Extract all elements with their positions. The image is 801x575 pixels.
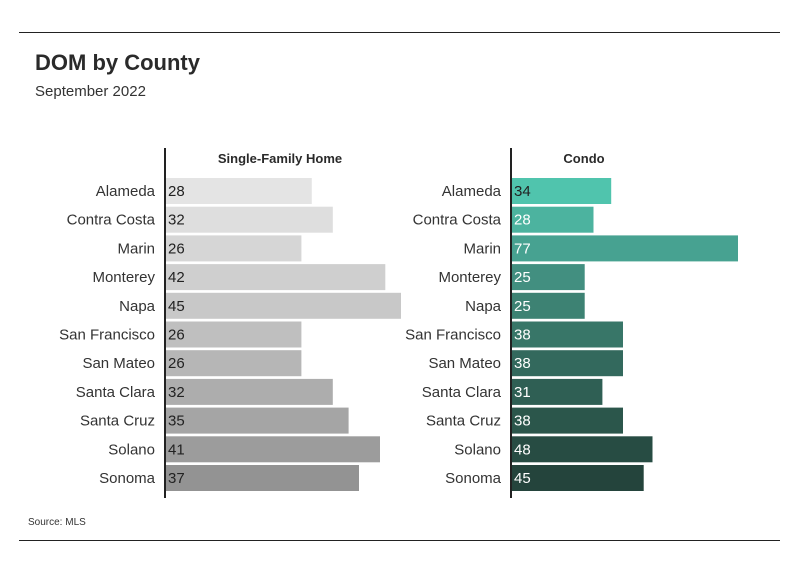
value-label-single-family-home-napa: 45 xyxy=(168,298,185,315)
bar-single-family-home-contra-costa xyxy=(165,206,333,233)
category-label-condo-santa-cruz: Santa Cruz xyxy=(426,413,501,430)
bar-condo-san-mateo xyxy=(511,350,623,377)
bar-condo-alameda xyxy=(511,178,612,204)
category-label-single-family-home-san-mateo: San Mateo xyxy=(82,355,155,372)
category-label-single-family-home-santa-cruz: Santa Cruz xyxy=(80,413,155,430)
value-label-single-family-home-alameda: 28 xyxy=(168,183,185,200)
category-label-condo-sonoma: Sonoma xyxy=(445,470,502,487)
bar-single-family-home-marin xyxy=(165,235,302,262)
bar-condo-santa-clara xyxy=(511,378,603,405)
value-label-condo-santa-clara: 31 xyxy=(514,384,531,401)
value-label-single-family-home-santa-cruz: 35 xyxy=(168,413,185,430)
chart-title: DOM by County xyxy=(35,50,200,75)
value-label-single-family-home-santa-clara: 32 xyxy=(168,384,185,401)
category-label-condo-monterey: Monterey xyxy=(438,269,501,286)
bar-condo-monterey xyxy=(511,264,585,291)
value-label-single-family-home-sonoma: 37 xyxy=(168,470,185,487)
panel-condo: Condo Alameda 34 Contra Costa 28 Marin 77 Monte… xyxy=(405,148,738,498)
value-label-condo-napa: 25 xyxy=(514,298,531,315)
category-label-single-family-home-sonoma: Sonoma xyxy=(99,470,156,487)
bar-condo-marin xyxy=(511,235,738,262)
value-label-condo-alameda: 34 xyxy=(514,183,531,200)
bar-single-family-home-sonoma xyxy=(165,465,359,491)
chart-subtitle: September 2022 xyxy=(35,83,146,100)
value-label-condo-monterey: 25 xyxy=(514,269,531,286)
bar-condo-san-francisco xyxy=(511,321,623,348)
value-label-condo-santa-cruz: 38 xyxy=(514,413,531,430)
panel-title-condo: Condo xyxy=(563,151,604,166)
category-label-condo-alameda: Alameda xyxy=(442,183,502,200)
value-label-condo-san-mateo: 38 xyxy=(514,355,531,372)
value-label-condo-sonoma: 45 xyxy=(514,470,531,487)
category-label-single-family-home-contra-costa: Contra Costa xyxy=(67,212,156,229)
value-label-single-family-home-solano: 41 xyxy=(168,441,185,458)
bar-single-family-home-monterey xyxy=(165,264,386,291)
bar-single-family-home-san-francisco xyxy=(165,321,302,348)
value-label-single-family-home-marin: 26 xyxy=(168,240,185,257)
category-label-single-family-home-monterey: Monterey xyxy=(92,269,155,286)
category-label-condo-napa: Napa xyxy=(465,298,502,315)
value-label-condo-san-francisco: 38 xyxy=(514,327,531,344)
value-label-condo-solano: 48 xyxy=(514,441,531,458)
category-label-single-family-home-santa-clara: Santa Clara xyxy=(76,384,156,401)
value-label-single-family-home-san-francisco: 26 xyxy=(168,327,185,344)
bar-single-family-home-san-mateo xyxy=(165,350,302,377)
category-label-condo-san-francisco: San Francisco xyxy=(405,327,501,344)
bar-single-family-home-napa xyxy=(165,292,401,319)
bar-condo-contra-costa xyxy=(511,206,594,233)
bar-condo-santa-cruz xyxy=(511,407,623,434)
category-label-condo-marin: Marin xyxy=(463,240,501,257)
bar-condo-napa xyxy=(511,292,585,319)
bar-condo-sonoma xyxy=(511,465,644,491)
category-label-condo-santa-clara: Santa Clara xyxy=(422,384,502,401)
bar-single-family-home-santa-clara xyxy=(165,378,333,405)
panel-title-single-family-home: Single-Family Home xyxy=(218,151,342,166)
category-label-single-family-home-san-francisco: San Francisco xyxy=(59,327,155,344)
category-label-single-family-home-alameda: Alameda xyxy=(96,183,156,200)
value-label-condo-marin: 77 xyxy=(514,240,531,257)
category-label-condo-solano: Solano xyxy=(454,441,501,458)
value-label-single-family-home-san-mateo: 26 xyxy=(168,355,185,372)
category-label-condo-contra-costa: Contra Costa xyxy=(413,212,502,229)
value-label-single-family-home-contra-costa: 32 xyxy=(168,212,185,229)
category-label-single-family-home-marin: Marin xyxy=(117,240,155,257)
source-note: Source: MLS xyxy=(28,517,86,528)
category-label-single-family-home-napa: Napa xyxy=(119,298,156,315)
bar-condo-solano xyxy=(511,436,653,463)
category-label-single-family-home-solano: Solano xyxy=(108,441,155,458)
bar-single-family-home-alameda xyxy=(165,178,312,204)
top-rule xyxy=(19,32,780,33)
category-label-condo-san-mateo: San Mateo xyxy=(428,355,501,372)
bottom-rule xyxy=(19,540,780,541)
bar-single-family-home-santa-cruz xyxy=(165,407,349,434)
value-label-single-family-home-monterey: 42 xyxy=(168,269,185,286)
bar-single-family-home-solano xyxy=(165,436,380,463)
panel-single-family-home: Single-Family Home Alameda 28 Contra Costa 3… xyxy=(59,148,401,498)
value-label-condo-contra-costa: 28 xyxy=(514,212,531,229)
